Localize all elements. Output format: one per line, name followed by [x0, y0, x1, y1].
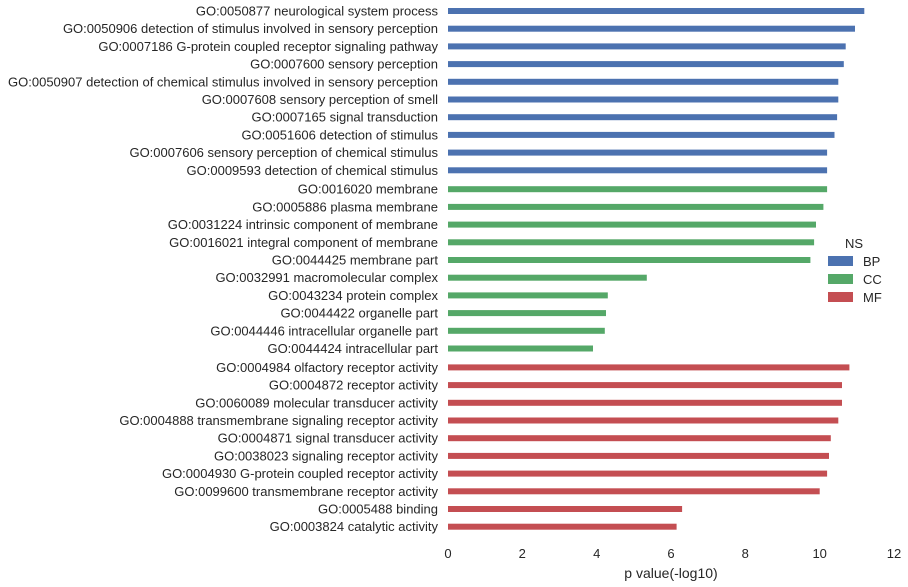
category-label: GO:0099600 transmembrane receptor activi…	[174, 484, 438, 499]
bar-bp	[448, 131, 835, 138]
legend: NS BP CC MF	[828, 236, 882, 305]
bar-bp	[448, 43, 846, 50]
category-label: GO:0005886 plasma membrane	[252, 199, 438, 214]
x-tick-label: 2	[519, 546, 526, 561]
category-label: GO:0050907 detection of chemical stimulu…	[8, 74, 438, 89]
category-label: GO:0004872 receptor activity	[269, 378, 439, 393]
bar-mf	[448, 435, 831, 442]
bar-bp	[448, 167, 828, 174]
category-label: GO:0009593 detection of chemical stimulu…	[187, 163, 439, 178]
bar-cc	[448, 186, 828, 193]
legend-items: BP CC MF	[828, 254, 882, 305]
bar-mf	[448, 470, 828, 477]
bar-mf	[448, 452, 829, 459]
category-label: GO:0043234 protein complex	[268, 288, 438, 303]
bar-cc	[448, 221, 816, 228]
bar-bp	[448, 61, 844, 68]
bar-bp	[448, 114, 838, 121]
bar-bp	[448, 25, 855, 32]
bar-cc	[448, 203, 824, 210]
bar-bp	[448, 96, 839, 103]
x-tick-label: 12	[887, 546, 901, 561]
category-label: GO:0031224 intrinsic component of membra…	[168, 217, 438, 232]
legend-title: NS	[845, 236, 863, 251]
category-label: GO:0060089 molecular transducer activity	[195, 395, 438, 410]
category-label: GO:0044422 organelle part	[280, 306, 438, 321]
category-label: GO:0032991 macromolecular complex	[215, 270, 438, 285]
category-label: GO:0007608 sensory perception of smell	[202, 92, 438, 107]
x-tick-label: 4	[593, 546, 600, 561]
legend-label-mf: MF	[863, 290, 882, 305]
category-label: GO:0005488 binding	[318, 502, 438, 517]
bar-cc	[448, 345, 593, 352]
bar-bp	[448, 78, 839, 85]
bar-mf	[448, 399, 842, 406]
bar-cc	[448, 292, 608, 299]
x-tick-label: 10	[812, 546, 826, 561]
x-axis-title: p value(-log10)	[624, 565, 717, 581]
legend-swatch-bp	[828, 256, 853, 266]
x-tick-label: 8	[742, 546, 749, 561]
x-tick-label: 6	[667, 546, 674, 561]
bar-mf	[448, 506, 683, 512]
category-label: GO:0007165 signal transduction	[252, 110, 438, 125]
category-label: GO:0007186 G-protein coupled receptor si…	[98, 39, 438, 54]
category-label: GO:0004871 signal transducer activity	[218, 431, 439, 446]
category-label: GO:0004984 olfactory receptor activity	[216, 360, 438, 375]
category-label: GO:0050877 neurological system process	[196, 4, 439, 19]
category-label: GO:0016021 integral component of membran…	[169, 235, 438, 250]
bar-mf	[448, 488, 820, 495]
legend-label-bp: BP	[863, 254, 880, 269]
bar-mf	[448, 417, 839, 424]
legend-swatch-mf	[828, 292, 853, 302]
bar-series	[448, 8, 865, 530]
category-label: GO:0004930 G-protein coupled receptor ac…	[162, 466, 439, 481]
category-labels: GO:0050877 neurological system process GO…	[8, 4, 438, 535]
category-label: GO:0051606 detection of stimulus	[241, 127, 438, 142]
bar-mf	[448, 364, 850, 371]
bar-cc	[448, 274, 647, 281]
legend-label-cc: CC	[863, 272, 882, 287]
category-label: GO:0044446 intracellular organelle part	[210, 323, 438, 338]
bar-cc	[448, 257, 811, 263]
bar-bp	[448, 8, 865, 14]
x-axis-ticks: 0 2 4 6 8 10 12	[444, 546, 901, 561]
category-label: GO:0007600 sensory perception	[250, 57, 438, 72]
category-label: GO:0007606 sensory perception of chemica…	[129, 145, 438, 160]
category-label: GO:0003824 catalytic activity	[270, 519, 439, 534]
category-label: GO:0044424 intracellular part	[267, 341, 438, 356]
bar-mf	[448, 523, 677, 530]
bar-cc	[448, 310, 606, 317]
category-label: GO:0038023 signaling receptor activity	[214, 448, 439, 463]
bar-mf	[448, 382, 842, 389]
legend-swatch-cc	[828, 274, 853, 284]
x-tick-label: 0	[444, 546, 451, 561]
bar-cc	[448, 327, 605, 334]
bar-cc	[448, 239, 815, 246]
bar-bp	[448, 149, 828, 156]
category-label: GO:0004888 transmembrane signaling recep…	[119, 413, 438, 428]
category-label: GO:0050906 detection of stimulus involve…	[63, 21, 438, 36]
category-label: GO:0016020 membrane	[298, 182, 438, 197]
category-label: GO:0044425 membrane part	[272, 253, 439, 268]
